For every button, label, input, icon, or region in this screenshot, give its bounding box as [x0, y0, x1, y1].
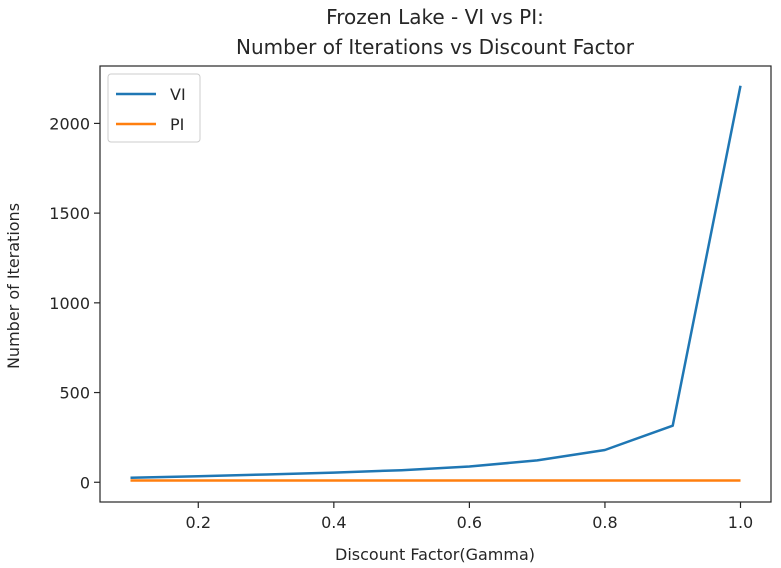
x-tick-label: 1.0 [728, 513, 753, 532]
x-tick-label: 0.2 [186, 513, 211, 532]
y-tick-label: 500 [59, 384, 90, 403]
y-tick-label: 1000 [49, 294, 90, 313]
y-tick-label: 2000 [49, 114, 90, 133]
legend-box [107, 73, 201, 143]
x-tick-label: 0.4 [321, 513, 346, 532]
series-layer [130, 85, 742, 482]
x-tick-label: 0.8 [592, 513, 617, 532]
y-tick-label: 1500 [49, 204, 90, 223]
chart-title: Frozen Lake - VI vs PI: [326, 5, 544, 29]
legend-label-pi: PI [170, 115, 184, 134]
series-line-vi [130, 85, 742, 480]
x-axis-label: Discount Factor(Gamma) [335, 545, 535, 564]
ticks-layer: 0.2 0.4 0.6 0.8 1.0 0 500 1000 1500 2000 [49, 114, 753, 532]
x-tick-label: 0.6 [457, 513, 482, 532]
chart-subtitle: Number of Iterations vs Discount Factor [236, 35, 635, 59]
plot-frame [99, 65, 772, 503]
legend: VI PI [107, 73, 201, 143]
y-axis-label: Number of Iterations [4, 203, 23, 369]
y-tick-label: 0 [80, 473, 90, 492]
legend-label-vi: VI [170, 85, 186, 104]
